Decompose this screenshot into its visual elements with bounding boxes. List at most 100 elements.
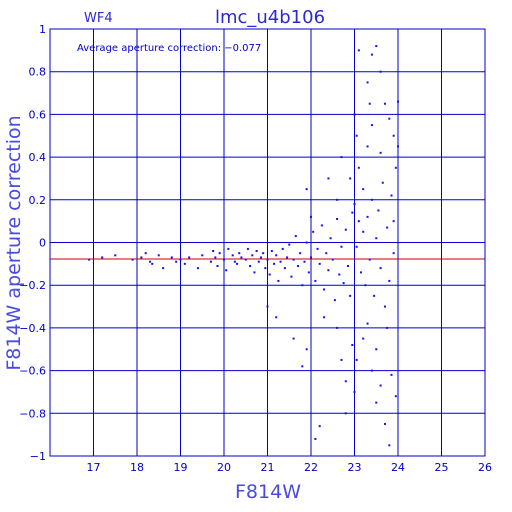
data-point: [216, 264, 219, 267]
data-point: [323, 288, 326, 291]
y-tick-label: −0.8: [19, 407, 46, 420]
data-point: [375, 45, 378, 48]
data-point: [292, 258, 295, 261]
data-point: [368, 102, 371, 105]
data-point: [101, 256, 104, 259]
data-point: [360, 271, 363, 274]
y-tick-label: 0.4: [29, 151, 47, 164]
data-point: [214, 256, 217, 259]
data-point: [355, 134, 358, 137]
data-point: [379, 384, 382, 387]
x-tick-label: 21: [261, 461, 275, 474]
data-point: [179, 258, 182, 261]
data-point: [281, 247, 284, 250]
data-point: [320, 224, 323, 227]
data-point: [277, 279, 280, 282]
data-point: [318, 425, 321, 428]
data-point: [394, 395, 397, 398]
data-point: [390, 194, 393, 197]
data-point: [366, 215, 369, 218]
x-tick-label: 22: [304, 461, 318, 474]
data-point: [333, 299, 336, 302]
data-point: [294, 235, 297, 238]
data-point: [370, 53, 373, 56]
y-tick-label: −1: [30, 450, 46, 463]
data-point: [379, 267, 382, 270]
data-point: [301, 284, 304, 287]
data-point: [303, 260, 306, 263]
data-point: [162, 267, 165, 270]
data-point: [310, 256, 312, 259]
data-point: [344, 228, 347, 231]
data-point: [349, 294, 352, 297]
data-point: [392, 252, 395, 255]
data-point: [301, 365, 304, 368]
data-point: [375, 348, 378, 351]
x-tick-label: 25: [435, 461, 449, 474]
data-point: [266, 305, 269, 308]
data-point: [355, 245, 358, 248]
data-point: [375, 401, 378, 404]
y-tick-label: 0.2: [29, 194, 47, 207]
data-point: [218, 252, 221, 255]
data-point: [188, 256, 191, 259]
data-point: [175, 260, 178, 263]
data-point: [392, 134, 395, 137]
data-point: [275, 254, 278, 257]
data-point: [196, 267, 199, 270]
data-point: [238, 252, 241, 255]
data-point: [325, 252, 328, 255]
data-point: [383, 422, 386, 425]
x-tick-label: 20: [217, 461, 231, 474]
data-point: [342, 282, 345, 285]
data-point: [370, 369, 373, 372]
data-point: [157, 254, 160, 257]
data-point: [336, 326, 339, 329]
data-point: [336, 198, 339, 201]
data-point: [244, 258, 247, 261]
data-point: [375, 237, 378, 240]
data-point: [327, 269, 330, 272]
data-point: [388, 444, 391, 447]
data-point: [240, 256, 243, 259]
data-point: [351, 343, 354, 346]
data-point: [288, 243, 291, 246]
data-point: [209, 260, 212, 263]
y-tick-label: 0.8: [29, 66, 47, 79]
grid: [50, 29, 485, 456]
panel-label: WF4: [84, 11, 113, 26]
data-point: [305, 188, 308, 191]
data-point: [299, 252, 302, 255]
data-point: [292, 337, 295, 340]
data-point: [338, 273, 341, 276]
data-point: [290, 275, 293, 278]
data-point: [344, 380, 347, 383]
data-point: [88, 258, 91, 261]
data-point: [149, 260, 152, 263]
data-point: [353, 113, 356, 116]
data-point: [305, 241, 308, 244]
data-point: [310, 215, 312, 218]
data-point: [268, 273, 271, 276]
data-point: [251, 254, 254, 257]
x-tick-label: 17: [87, 461, 101, 474]
data-point: [366, 145, 369, 148]
data-point: [305, 348, 308, 351]
data-point: [390, 373, 393, 376]
data-point: [170, 256, 173, 259]
data-point: [253, 271, 256, 274]
data-point: [255, 250, 258, 253]
data-point: [368, 258, 371, 261]
x-tick-label: 23: [348, 461, 362, 474]
y-axis-label: F814W aperture correction: [3, 115, 25, 370]
data-point: [379, 151, 382, 154]
data-point: [344, 412, 347, 415]
x-tick-label: 26: [478, 461, 492, 474]
data-point: [340, 358, 343, 361]
data-point: [379, 70, 382, 73]
data-point: [388, 279, 391, 282]
data-point: [386, 326, 389, 329]
data-point: [225, 269, 228, 272]
data-point: [246, 247, 249, 250]
